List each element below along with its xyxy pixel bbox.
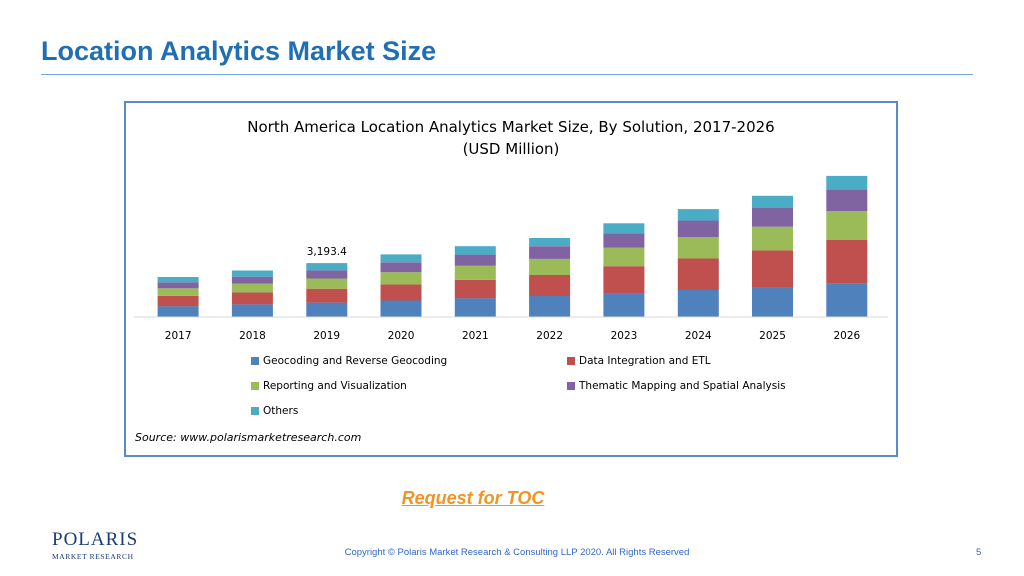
legend-swatch — [567, 357, 575, 365]
logo-main-text: POLARIS — [52, 529, 139, 550]
bar-2021-series-3 — [454, 265, 496, 280]
logo-sub-text: MARKET RESEARCH — [52, 552, 134, 561]
data-label: 3,193.4 — [307, 246, 347, 258]
bar-2026-series-2 — [826, 240, 868, 284]
bar-2019-series-5 — [306, 263, 348, 271]
bar-2024-series-1 — [677, 290, 719, 317]
bar-2018-series-2 — [231, 292, 273, 305]
x-tick-label: 2024 — [685, 330, 712, 342]
bar-2020-series-1 — [380, 300, 422, 317]
bar-2022-series-1 — [529, 296, 571, 317]
chart-source: Source: www.polarismarketresearch.com — [135, 431, 362, 444]
bar-2026-series-1 — [826, 283, 868, 317]
bar-2019-series-2 — [306, 288, 348, 303]
bar-2022-series-4 — [529, 246, 571, 259]
bar-2020-series-4 — [380, 262, 422, 273]
bar-2018-series-3 — [231, 283, 273, 293]
bar-2017-series-2 — [157, 295, 199, 307]
stacked-bar-chart: 2017 2018 2019 3,193.4 2020 2021 2022 2023 2024 2… — [134, 175, 888, 342]
bar-2017-series-1 — [157, 306, 199, 317]
x-tick-label: 2019 — [313, 330, 340, 342]
legend-item: Thematic Mapping and Spatial Analysis — [567, 380, 786, 392]
bar-2025-series-4 — [752, 207, 793, 227]
polaris-logo: POLARIS MARKET RESEARCH — [52, 530, 138, 561]
bar-2018-series-4 — [231, 276, 273, 284]
bar-2022-series-3 — [529, 258, 571, 275]
legend-item: Others — [251, 405, 298, 417]
x-tick-label: 2026 — [833, 330, 860, 342]
bars-layer — [157, 175, 868, 317]
bar-2017-series-5 — [157, 277, 199, 283]
bar-2026-series-5 — [826, 175, 868, 190]
x-tick-label: 2017 — [165, 330, 192, 342]
legend-label: Data Integration and ETL — [579, 355, 711, 367]
legend-swatch — [251, 407, 259, 415]
bar-2025-series-2 — [752, 250, 793, 288]
legend-item: Geocoding and Reverse Geocoding — [251, 355, 447, 367]
bar-2023-series-3 — [603, 247, 645, 267]
bar-2023-series-4 — [603, 233, 645, 248]
bar-2026-series-3 — [826, 211, 868, 240]
bar-2021-series-5 — [454, 246, 496, 255]
chart-title: North America Location Analytics Market … — [247, 118, 775, 136]
x-tick-label: 2020 — [388, 330, 415, 342]
bar-2017-series-4 — [157, 282, 199, 289]
bar-2018-series-1 — [231, 304, 273, 317]
legend-item: Reporting and Visualization — [251, 380, 407, 392]
bar-2022-series-2 — [529, 275, 571, 296]
bar-2020-series-3 — [380, 272, 422, 285]
bar-2022-series-5 — [529, 238, 571, 247]
bar-2017-series-3 — [157, 288, 199, 296]
legend-swatch — [251, 357, 259, 365]
bar-2021-series-1 — [454, 298, 496, 317]
bar-2025-series-3 — [752, 226, 793, 251]
bar-2019-series-4 — [306, 270, 348, 279]
slide-title: Location Analytics Market Size — [41, 36, 437, 66]
bar-2023-series-5 — [603, 223, 645, 234]
bar-2026-series-4 — [826, 189, 868, 212]
bar-2024-series-2 — [677, 258, 719, 290]
x-tick-label: 2023 — [611, 330, 638, 342]
bar-2025-series-5 — [752, 195, 793, 208]
bar-2021-series-2 — [454, 279, 496, 299]
legend-item: Data Integration and ETL — [567, 355, 711, 367]
legend-label: Reporting and Visualization — [263, 380, 407, 392]
legend-swatch — [567, 382, 575, 390]
request-toc-link[interactable]: Request for TOC — [401, 488, 545, 508]
page-number: 5 — [976, 547, 982, 558]
bar-2023-series-2 — [603, 266, 645, 294]
bar-2021-series-4 — [454, 254, 496, 266]
bar-2019-series-3 — [306, 278, 348, 289]
x-tick-label: 2021 — [462, 330, 489, 342]
chart-frame: North America Location Analytics Market … — [124, 101, 898, 457]
bar-2020-series-5 — [380, 254, 422, 263]
legend-label: Thematic Mapping and Spatial Analysis — [579, 380, 786, 392]
bar-2024-series-3 — [677, 237, 719, 259]
bar-2020-series-2 — [380, 284, 422, 301]
bar-2025-series-1 — [752, 287, 793, 317]
bar-2023-series-1 — [603, 293, 645, 317]
bar-2019-series-1 — [306, 302, 348, 317]
x-tick-label: 2018 — [239, 330, 266, 342]
legend-label: Others — [263, 405, 299, 417]
bar-2018-series-5 — [231, 270, 273, 277]
legend-label: Geocoding and Reverse Geocoding — [263, 355, 448, 367]
bar-2024-series-5 — [677, 209, 719, 221]
x-tick-label: 2022 — [536, 330, 563, 342]
legend-swatch — [251, 382, 259, 390]
x-tick-label: 2025 — [759, 330, 786, 342]
chart-subtitle: (USD Million) — [462, 140, 560, 158]
labels-layer: 2017 2018 2019 3,193.4 2020 2021 2022 2023 2024 2… — [165, 246, 861, 342]
title-divider — [41, 74, 973, 75]
bar-2024-series-4 — [677, 220, 719, 238]
copyright-notice: Copyright © Polaris Market Research & Co… — [344, 547, 690, 558]
